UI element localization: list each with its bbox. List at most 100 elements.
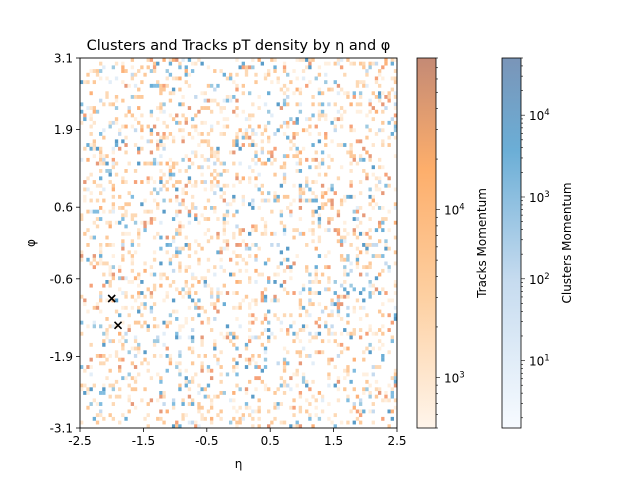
heatmap-cell xyxy=(330,87,334,92)
heatmap-cell xyxy=(156,139,160,144)
heatmap-cell xyxy=(159,91,163,96)
heatmap-cell xyxy=(111,276,116,281)
heatmap-cell xyxy=(162,394,166,399)
heatmap-cell xyxy=(320,91,325,96)
heatmap-cell xyxy=(232,405,236,410)
heatmap-cell xyxy=(257,365,261,369)
heatmap-cell xyxy=(222,117,226,122)
heatmap-cell xyxy=(216,298,220,303)
heatmap-cell xyxy=(190,194,195,199)
heatmap-cell xyxy=(279,209,284,214)
heatmap-cell xyxy=(159,154,163,159)
heatmap-cell xyxy=(143,357,147,362)
heatmap-cell xyxy=(187,72,192,77)
heatmap-cell xyxy=(137,305,141,310)
heatmap-cell xyxy=(162,420,166,425)
heatmap-cell xyxy=(162,391,166,395)
heatmap-cell xyxy=(152,342,157,347)
heatmap-cell xyxy=(352,387,356,392)
heatmap-cell xyxy=(384,183,388,188)
heatmap-cell xyxy=(228,150,233,155)
heatmap-cell xyxy=(222,198,226,203)
heatmap-cell xyxy=(92,109,96,114)
heatmap-cell xyxy=(99,206,103,210)
heatmap-cell xyxy=(263,287,268,292)
heatmap-cell xyxy=(159,246,163,251)
heatmap-cell xyxy=(349,180,353,184)
heatmap-cell xyxy=(175,228,179,233)
heatmap-cell xyxy=(108,383,112,388)
heatmap-cell xyxy=(371,243,375,247)
heatmap-cell xyxy=(197,165,201,170)
heatmap-cell xyxy=(381,143,385,147)
heatmap-cell xyxy=(197,305,201,310)
heatmap-cell xyxy=(165,187,169,192)
heatmap-cell xyxy=(377,176,382,181)
heatmap-cell xyxy=(130,261,135,266)
heatmap-cell xyxy=(381,324,385,329)
heatmap-cell xyxy=(86,187,90,192)
heatmap-cell xyxy=(327,376,331,381)
heatmap-cell xyxy=(232,368,236,373)
heatmap-cell xyxy=(206,132,211,136)
heatmap-cell xyxy=(133,213,138,218)
heatmap-cell xyxy=(168,198,173,203)
heatmap-cell xyxy=(289,202,293,207)
heatmap-cell xyxy=(314,246,318,251)
heatmap-cell xyxy=(124,135,128,140)
heatmap-cell xyxy=(133,339,138,344)
heatmap-cell xyxy=(140,291,144,295)
heatmap-cell xyxy=(165,83,169,88)
heatmap-cell xyxy=(121,257,125,262)
heatmap-cell xyxy=(152,302,157,307)
heatmap-cell xyxy=(286,120,290,125)
heatmap-cell xyxy=(254,143,258,147)
heatmap-cell xyxy=(197,109,201,114)
heatmap-cell xyxy=(279,320,284,325)
heatmap-cell xyxy=(194,128,198,133)
heatmap-cell xyxy=(387,313,391,318)
heatmap-cell xyxy=(178,76,182,81)
heatmap-cell xyxy=(175,198,179,203)
heatmap-cell xyxy=(102,272,106,277)
heatmap-cell xyxy=(365,387,369,392)
heatmap-cell xyxy=(121,342,125,347)
heatmap-cell xyxy=(156,132,160,136)
heatmap-cell xyxy=(330,206,334,210)
heatmap-cell xyxy=(222,391,226,395)
heatmap-cell xyxy=(308,65,312,70)
heatmap-cell xyxy=(168,257,173,262)
heatmap-cell xyxy=(175,420,179,425)
heatmap-cell xyxy=(133,180,138,184)
heatmap-cell xyxy=(92,305,96,310)
heatmap-cell xyxy=(184,80,188,85)
heatmap-cell xyxy=(260,146,265,151)
heatmap-cell xyxy=(152,65,157,70)
heatmap-cell xyxy=(368,194,372,199)
heatmap-cell xyxy=(352,154,356,159)
heatmap-cell xyxy=(124,305,128,310)
heatmap-cell xyxy=(200,139,204,144)
heatmap-cell xyxy=(248,328,252,332)
heatmap-cell xyxy=(216,217,220,221)
heatmap-cell xyxy=(381,220,385,225)
heatmap-cell xyxy=(105,95,109,99)
heatmap-cell xyxy=(178,328,182,332)
heatmap-cell xyxy=(251,65,255,70)
heatmap-cell xyxy=(368,98,372,103)
heatmap-cell xyxy=(362,387,366,392)
heatmap-cell xyxy=(251,202,255,207)
heatmap-cell xyxy=(327,154,331,159)
heatmap-cell xyxy=(282,280,287,284)
heatmap-cell xyxy=(333,365,337,369)
heatmap-cell xyxy=(235,83,239,88)
heatmap-cell xyxy=(92,80,96,85)
heatmap-cell xyxy=(282,287,287,292)
heatmap-cell xyxy=(276,243,280,247)
heatmap-cell xyxy=(254,257,258,262)
heatmap-cell xyxy=(368,294,372,299)
heatmap-cell xyxy=(140,80,144,85)
heatmap-cell xyxy=(209,368,214,373)
heatmap-cell xyxy=(241,298,245,303)
